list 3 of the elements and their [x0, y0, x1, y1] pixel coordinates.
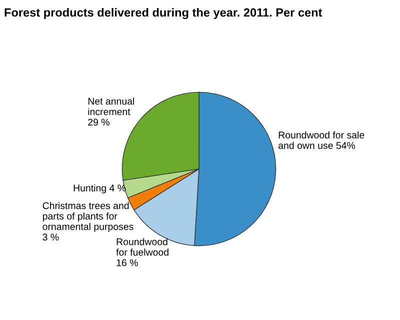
- chart-title: Forest products delivered during the year. 2011. Per cent: [4, 8, 322, 20]
- slice-label: Roundwood for sale and own use 54%: [278, 131, 364, 149]
- slice-label: Net annual increment 29 %: [88, 98, 134, 126]
